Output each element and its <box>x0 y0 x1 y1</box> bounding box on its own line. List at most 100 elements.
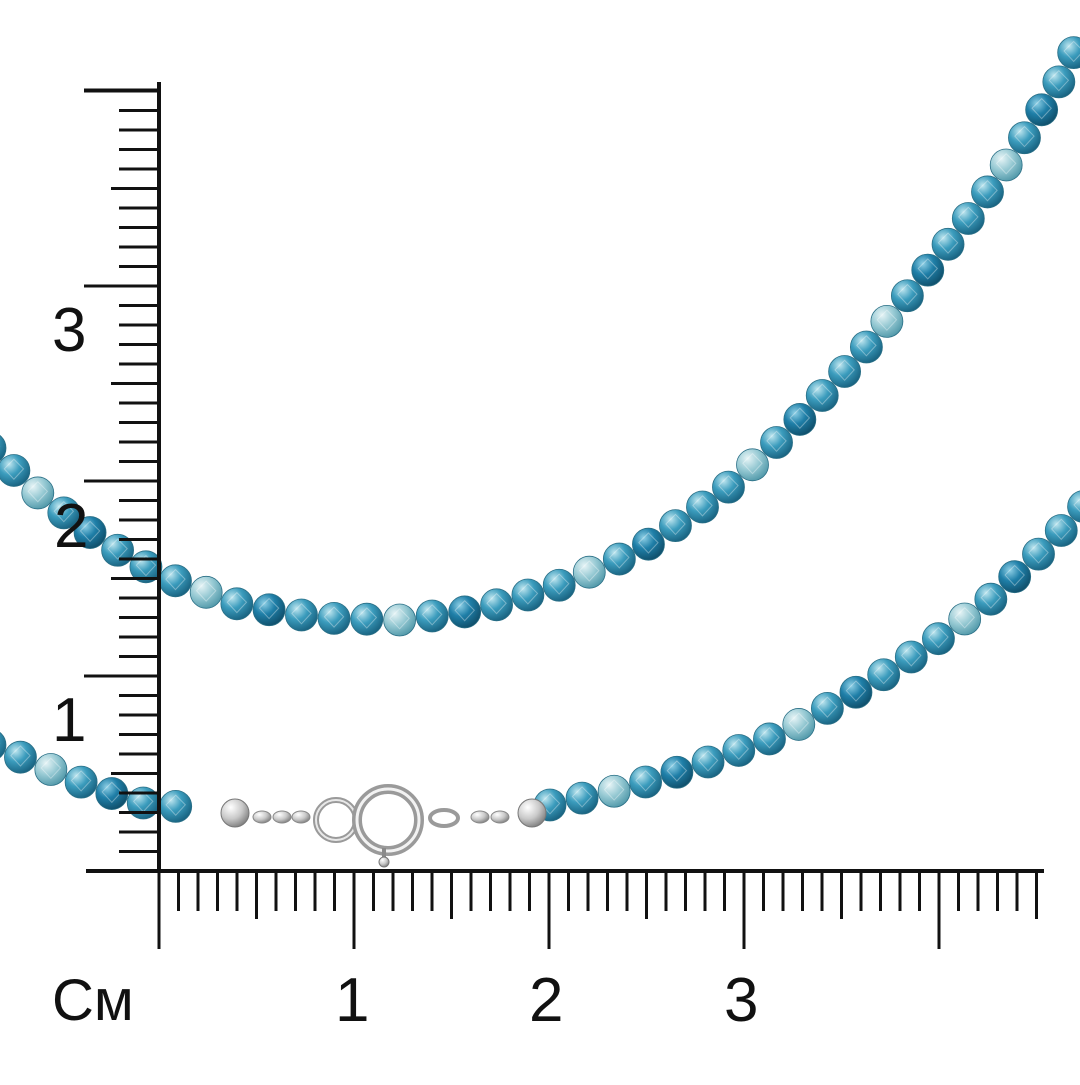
bead <box>760 426 793 459</box>
bead-facet <box>165 794 187 816</box>
bead <box>629 765 662 799</box>
bead-body <box>810 691 844 725</box>
bead-facet <box>107 538 128 560</box>
bead-body <box>828 355 862 388</box>
bead-facet <box>486 592 507 615</box>
bead-body <box>998 560 1032 594</box>
bead-facet <box>389 608 410 630</box>
bead-body <box>660 755 694 789</box>
bead <box>64 765 98 799</box>
bead-body <box>989 148 1023 182</box>
bead <box>511 578 545 612</box>
bead-body <box>911 253 945 287</box>
bead <box>911 253 945 287</box>
bead-body <box>597 774 631 808</box>
bead <box>415 599 449 633</box>
bead-facet <box>421 604 443 626</box>
bead <box>0 435 7 461</box>
bead-facet <box>635 770 656 792</box>
bead-body <box>73 516 107 549</box>
bead-body <box>632 527 665 561</box>
bead <box>4 740 37 774</box>
bead-facet <box>609 547 630 569</box>
bead-facet <box>356 607 378 629</box>
bead-body <box>782 708 816 741</box>
bead-facet <box>3 458 25 481</box>
bead-body <box>1057 36 1080 70</box>
bead <box>21 476 55 510</box>
chain-link <box>291 810 311 824</box>
bead <box>252 593 286 627</box>
bead <box>1042 65 1076 99</box>
chain-link <box>252 810 272 824</box>
bead <box>691 745 725 779</box>
bead-facet <box>937 232 959 254</box>
bead <box>189 575 223 609</box>
bead-facet <box>1028 542 1049 564</box>
bead-body <box>931 227 965 261</box>
bead <box>597 774 631 808</box>
bead-body <box>948 602 982 636</box>
bead-body <box>415 599 449 633</box>
bead <box>890 279 924 313</box>
bead-body <box>0 732 7 758</box>
bead-facet <box>917 258 939 280</box>
bead-facet <box>53 500 75 523</box>
clasp-loop <box>428 808 460 828</box>
bead-facet <box>132 791 154 813</box>
bead-body <box>629 765 662 799</box>
bead <box>602 542 636 576</box>
bead <box>894 640 928 674</box>
bead-facet <box>27 481 49 503</box>
bead-facet <box>40 757 62 780</box>
bead-facet <box>10 745 31 767</box>
bead-body <box>285 598 318 632</box>
bead <box>1057 36 1080 70</box>
metal-bead <box>517 798 547 828</box>
bead-body <box>21 476 55 510</box>
chain-link <box>470 810 490 824</box>
bead <box>659 509 692 543</box>
bead-body <box>565 781 599 815</box>
bead-facet <box>291 603 312 625</box>
bead <box>480 588 513 622</box>
bead-facet <box>195 580 217 602</box>
bead-body <box>1008 121 1041 155</box>
bead <box>782 708 816 741</box>
bead <box>810 691 844 725</box>
bead-body <box>480 588 513 622</box>
bead <box>383 603 417 637</box>
bead-facet <box>928 626 949 649</box>
bead-body <box>890 279 924 313</box>
bead-facet <box>742 452 763 475</box>
bead-facet <box>954 607 975 629</box>
bead <box>931 227 965 261</box>
bead-facet <box>845 680 867 702</box>
bead-body <box>922 622 955 656</box>
bead <box>849 330 883 364</box>
bead <box>922 622 955 656</box>
spring-ring-highlight <box>355 787 421 853</box>
bead-facet <box>1004 564 1025 587</box>
bead-facet <box>897 283 918 306</box>
bead-facet <box>165 568 186 591</box>
bead <box>951 202 985 235</box>
bead <box>448 595 482 629</box>
bead-facet <box>692 495 713 517</box>
bead-facet <box>759 727 780 749</box>
bead <box>572 555 606 589</box>
bead <box>47 496 81 530</box>
bead <box>317 601 351 635</box>
unit-label: См <box>52 968 134 1033</box>
bead-facet <box>1014 125 1035 148</box>
bead-facet <box>980 587 1002 609</box>
bead-body <box>783 403 817 436</box>
bead <box>867 658 901 692</box>
bead-facet <box>226 591 248 614</box>
bead <box>783 403 817 436</box>
jump-ring-highlight <box>315 799 357 841</box>
bead <box>1025 93 1059 127</box>
bead-facet <box>638 532 659 554</box>
bead-body <box>1067 490 1080 523</box>
